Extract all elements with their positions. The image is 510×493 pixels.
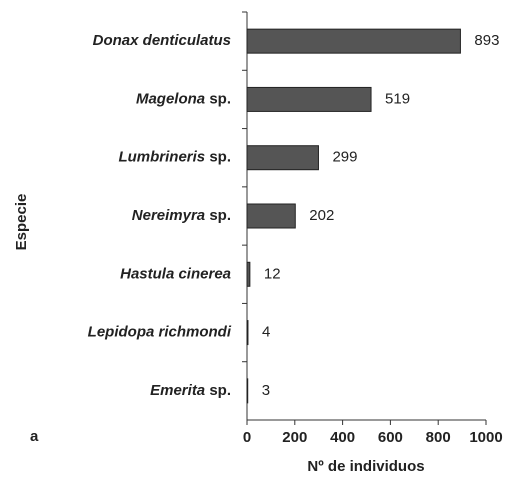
y-tick-label: Nereimyra sp.: [132, 207, 231, 224]
bar: [246, 86, 372, 112]
bar: [246, 261, 251, 287]
x-axis-label: Nº de individuos: [307, 458, 424, 475]
bar: [246, 378, 249, 404]
bar: [246, 145, 319, 171]
y-tick-label: Emerita sp.: [150, 382, 231, 399]
y-tick-label: Lumbrineris sp.: [118, 149, 231, 166]
bar: [246, 320, 249, 346]
bar: [246, 28, 461, 54]
panel-label: a: [30, 428, 39, 445]
x-tick-label: 200: [282, 429, 307, 446]
bar: [246, 203, 296, 229]
y-tick-label: Lepidopa richmondi: [88, 324, 232, 341]
data-label: 299: [332, 149, 357, 166]
y-tick-label: Magelona sp.: [136, 90, 231, 107]
x-tick-label: 400: [330, 429, 355, 446]
x-tick-label: 0: [243, 429, 251, 446]
x-tick-label: 600: [378, 429, 403, 446]
data-label: 3: [262, 382, 270, 399]
data-label: 893: [474, 32, 499, 49]
data-label: 519: [385, 90, 410, 107]
x-tick-label: 1000: [469, 429, 502, 446]
y-tick-label: Hastula cinerea: [120, 265, 231, 282]
data-label: 202: [309, 207, 334, 224]
x-tick-label: 800: [426, 429, 451, 446]
data-label: 4: [262, 324, 270, 341]
y-axis-label: Especie: [13, 194, 30, 251]
data-label: 12: [264, 265, 281, 282]
y-tick-label: Donax denticulatus: [93, 32, 231, 49]
